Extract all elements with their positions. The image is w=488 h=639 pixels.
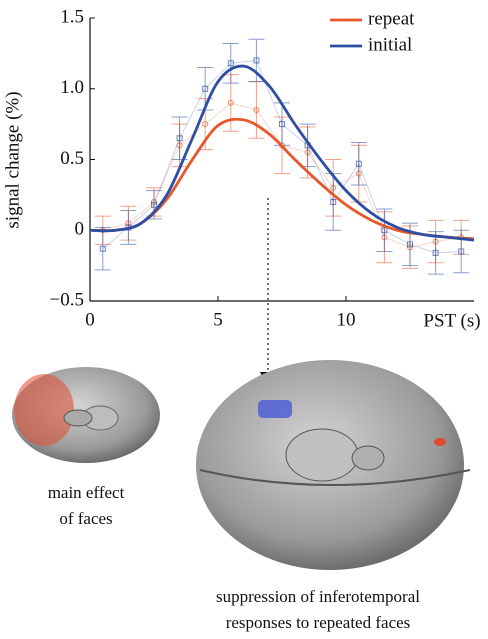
y-tick-label: −0.5 (50, 289, 84, 310)
point (407, 241, 413, 248)
error-bar (350, 142, 367, 186)
error-bar (376, 208, 393, 252)
fit-line (89, 64, 475, 242)
y-tick-label: 0 (75, 219, 85, 240)
legend-label: initial (368, 34, 412, 55)
y-axis-label: signal change (%) (2, 91, 23, 228)
point (330, 198, 337, 205)
caption: main effect (48, 483, 125, 502)
error-bar (171, 116, 188, 160)
y-tick-label: 1.5 (60, 6, 84, 27)
legend-label: repeat (368, 8, 415, 29)
caption: responses to repeated faces (226, 613, 411, 632)
point (176, 135, 183, 142)
x-tick-label: 5 (213, 309, 223, 330)
error-bar (248, 38, 265, 83)
small-brain (12, 367, 160, 463)
point (227, 60, 234, 67)
point (202, 121, 209, 128)
point (151, 201, 157, 208)
point (279, 121, 285, 128)
x-tick-label: 0 (85, 309, 95, 330)
large-brain (196, 360, 471, 570)
x-axis-label: PST (s) (423, 310, 480, 331)
point (202, 85, 209, 92)
point (355, 160, 362, 167)
caption: suppression of inferotemporal (216, 587, 420, 606)
point (432, 249, 439, 256)
point (253, 106, 260, 113)
y-tick-label: 1.0 (60, 77, 84, 98)
point (227, 99, 234, 106)
point (381, 227, 388, 234)
error-bar (427, 231, 444, 275)
point (99, 245, 106, 252)
error-bar (94, 226, 111, 271)
error-bar (222, 42, 239, 84)
point (458, 248, 465, 255)
y-tick-label: 0.5 (60, 148, 84, 169)
x-tick-label: 10 (337, 309, 356, 330)
caption: of faces (59, 509, 112, 528)
point-line (102, 59, 462, 254)
point (253, 57, 260, 64)
